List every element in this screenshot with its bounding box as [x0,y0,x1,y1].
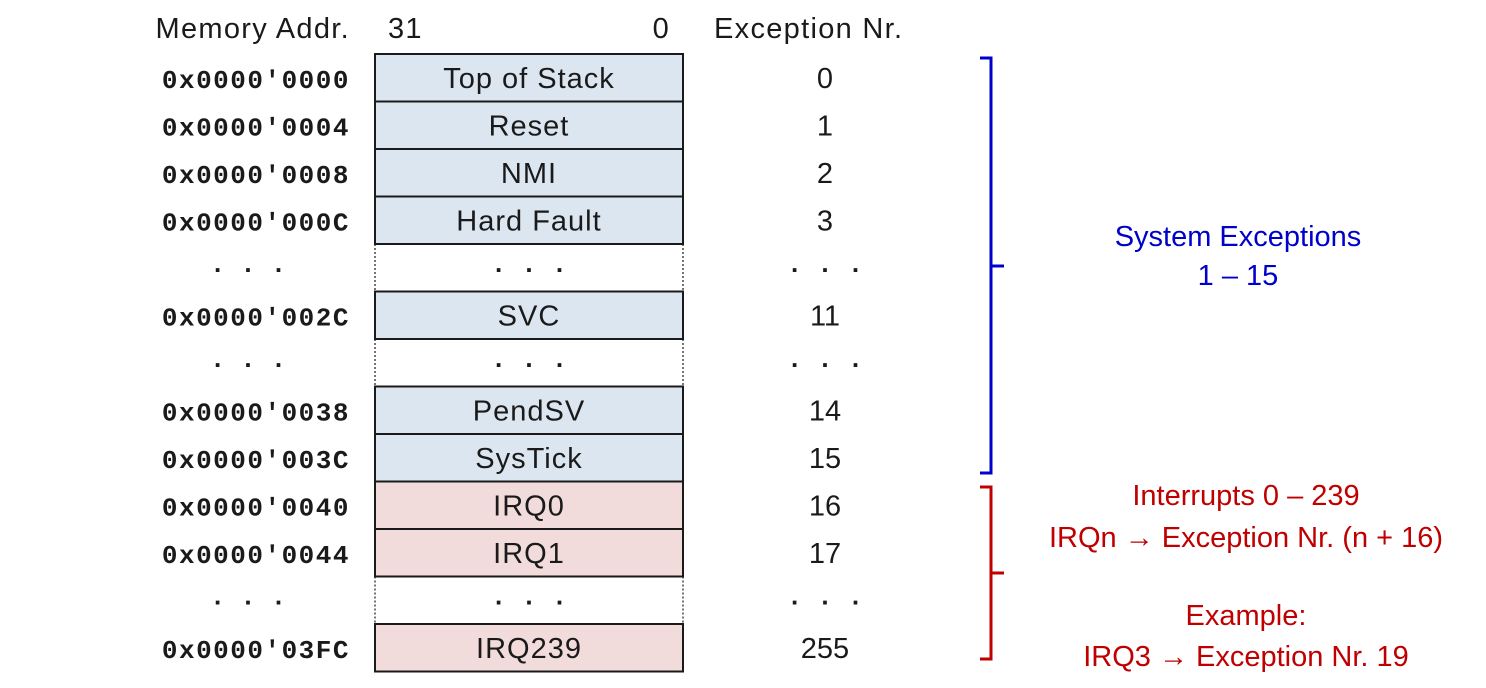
exception-nr-header: Exception Nr. [714,13,903,45]
table-row: 0x0000'0038 PendSV 14 [162,385,841,435]
vector-label: NMI [501,158,557,190]
exception-number: . . . [791,580,867,610]
vector-cell [374,290,684,340]
exception-number: 11 [810,300,840,332]
table-row: 0x0000'03FC IRQ239 255 [162,623,849,673]
exception-number: 255 [801,633,849,665]
exception-number: 15 [809,443,841,475]
table-gap-row: . . . . . . . . . [214,576,867,624]
vector-label: . . . [495,580,571,610]
exception-number: 17 [809,538,841,570]
bit-31-header: 31 [388,13,423,45]
exception-number: 0 [817,63,833,95]
exception-number: 3 [817,205,833,237]
memory-address: 0x0000'0040 [162,493,350,523]
vector-label: . . . [495,248,571,278]
memory-address: . . . [214,580,290,610]
table-gap-row: . . . . . . . . . [214,339,867,387]
system-exceptions-label: System Exceptions [1115,221,1362,253]
vector-label: Top of Stack [443,63,615,95]
memory-addr-header: Memory Addr. [156,13,351,45]
table-row: 0x0000'003C SysTick 15 [162,433,841,483]
bit-0-header: 0 [653,13,670,45]
table-row: 0x0000'0040 IRQ0 16 [162,480,841,530]
memory-address: 0x0000'002C [162,303,350,333]
exception-number: 14 [809,395,841,427]
table-row: 0x0000'0044 IRQ1 17 [162,528,841,578]
vector-label: PendSV [473,395,585,427]
memory-address: . . . [214,248,290,278]
table-row: 0x0000'0008 NMI 2 [162,148,833,198]
vector-cell [374,480,684,530]
vector-cell [374,385,684,435]
memory-address: 0x0000'0038 [162,398,350,428]
vector-table: 0x0000'0000 Top of Stack 0 0x0000'0004 Reset… [162,53,867,673]
vector-label: Hard Fault [456,205,601,237]
interrupts-mapping: IRQn → Exception Nr. (n + 16) [1049,522,1443,554]
vector-label: SVC [498,300,561,332]
memory-address: . . . [214,343,290,373]
exception-number: 2 [817,158,833,190]
memory-address: 0x0000'0008 [162,161,350,191]
vector-cell [374,53,684,103]
vector-label: IRQ239 [476,633,582,665]
table-gap-row: . . . . . . . . . [214,244,867,292]
table-row: 0x0000'002C SVC 11 [162,290,840,340]
exception-number: 16 [809,490,841,522]
vector-cell [374,195,684,245]
memory-address: 0x0000'03FC [162,636,350,666]
table-row: 0x0000'0004 Reset 1 [162,100,833,150]
memory-address: 0x0000'0004 [162,113,350,143]
table-row: 0x0000'0000 Top of Stack 0 [162,53,833,103]
vector-label: IRQ1 [493,538,565,570]
memory-address: 0x0000'0044 [162,541,350,571]
vector-cell [374,100,684,150]
memory-address: 0x0000'0000 [162,66,350,96]
exception-number: . . . [791,248,867,278]
exception-number: 1 [817,110,833,142]
example-mapping: IRQ3 → Exception Nr. 19 [1083,641,1409,673]
vector-label: IRQ0 [493,490,565,522]
memory-address: 0x0000'000C [162,208,350,238]
vector-label: SysTick [475,443,582,475]
system-exceptions-range: 1 – 15 [1198,260,1279,292]
interrupts-brace [980,485,1004,661]
table-row: 0x0000'000C Hard Fault 3 [162,195,833,245]
vector-cell [374,528,684,578]
exception-number: . . . [791,343,867,373]
interrupts-label: Interrupts 0 – 239 [1132,480,1359,512]
system-exceptions-brace [980,56,1004,475]
vector-label: Reset [489,110,570,142]
memory-address: 0x0000'003C [162,446,350,476]
example-label: Example: [1186,600,1307,632]
vector-cell [374,623,684,673]
vector-label: . . . [495,343,571,373]
